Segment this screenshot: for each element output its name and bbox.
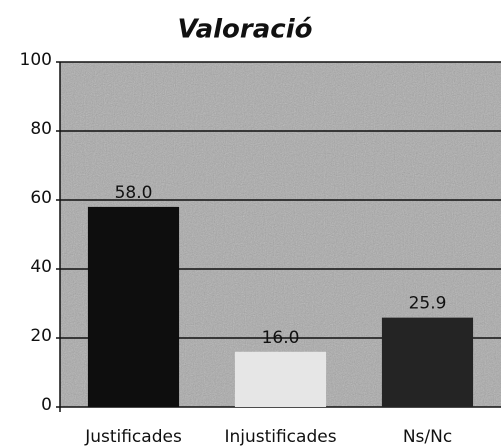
value-label: 16.0 xyxy=(262,328,300,348)
y-tick-label: 100 xyxy=(20,50,52,70)
value-label: 25.9 xyxy=(409,294,447,314)
y-tick-label: 20 xyxy=(30,326,52,346)
bar xyxy=(87,206,180,407)
y-tick-label: 0 xyxy=(41,395,52,415)
y-tick-label: 60 xyxy=(30,188,52,208)
y-tick-label: 40 xyxy=(30,257,52,277)
chart-title: Valoració xyxy=(178,15,313,45)
bar xyxy=(234,351,327,407)
x-tick-label: Justificades xyxy=(84,427,182,447)
x-tick-label: Injustificades xyxy=(224,427,336,447)
value-label: 58.0 xyxy=(115,183,153,203)
x-tick-label: Ns/Nc xyxy=(403,427,452,447)
bar xyxy=(381,317,474,407)
y-tick-label: 80 xyxy=(30,119,52,139)
